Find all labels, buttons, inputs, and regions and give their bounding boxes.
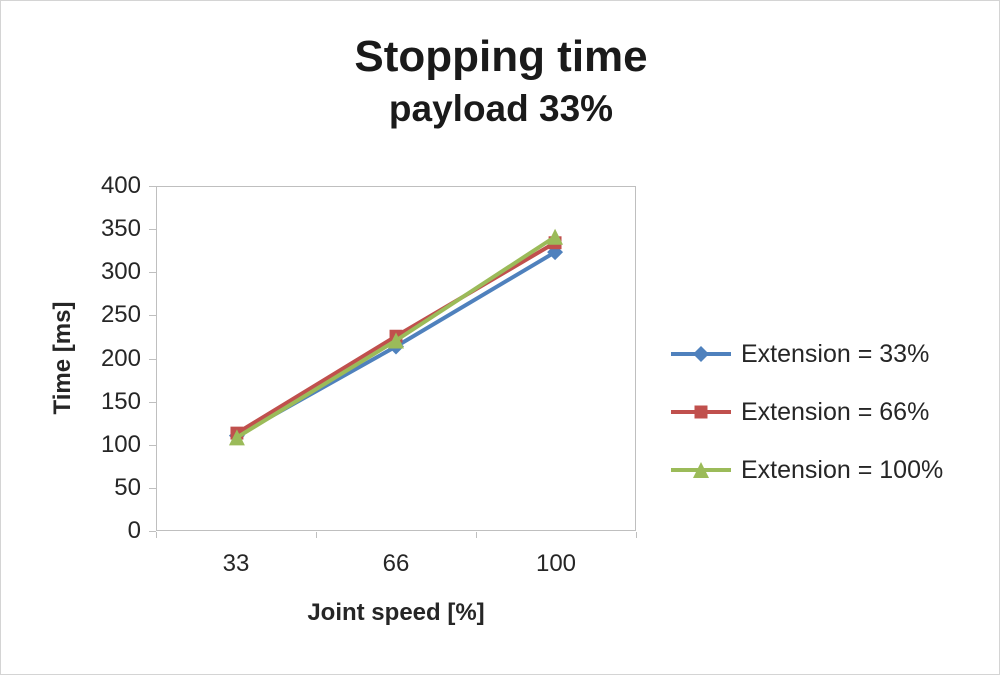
legend-item-2: Extension = 100% [669, 455, 943, 485]
y-tick-mark [149, 272, 156, 274]
y-tick-mark [149, 487, 156, 489]
y-tick-label: 50 [114, 473, 141, 501]
triangle-marker [693, 462, 709, 478]
legend-label: Extension = 100% [741, 455, 944, 484]
triangle-marker [228, 429, 245, 446]
y-tick-label: 350 [100, 215, 141, 243]
diamond-marker [693, 346, 709, 362]
legend-key-diamond-icon [671, 346, 731, 362]
y-tick-mark [149, 531, 156, 532]
legend-item-0: Extension = 33% [669, 339, 943, 369]
y-tick-label: 100 [100, 430, 141, 458]
legend: Extension = 33% Extension = 66% Extension … [669, 339, 943, 513]
triangle-marker [547, 228, 564, 245]
y-tick-mark [149, 358, 156, 360]
x-axis-title: Joint speed [%] [307, 599, 485, 626]
x-tick-mark [476, 532, 477, 538]
plot-area [156, 186, 636, 531]
y-tick-label: 200 [100, 344, 141, 372]
y-tick-label: 300 [100, 258, 141, 286]
chart-subtitle: payload 33% [388, 88, 614, 130]
x-tick-mark [316, 532, 317, 538]
x-tick-label: 100 [535, 550, 577, 577]
y-tick-mark [149, 186, 156, 187]
chart-title: Stopping time [354, 32, 648, 81]
y-tick-label: 250 [100, 301, 141, 329]
series-plot [228, 228, 564, 446]
x-tick-mark [636, 532, 637, 538]
legend-key-triangle-icon [671, 462, 731, 478]
legend-label: Extension = 66% [741, 397, 930, 426]
legend-key-square-icon [671, 405, 731, 419]
chart-title-block: Stopping time payload 33% [1, 32, 999, 130]
y-tick-mark [149, 444, 156, 446]
x-tick-mark [156, 532, 157, 538]
y-tick-mark [149, 401, 156, 403]
x-tick-label: 66 [382, 550, 410, 577]
legend-item-1: Extension = 66% [669, 397, 943, 427]
y-tick-label: 400 [100, 172, 141, 199]
y-tick-mark [149, 315, 156, 317]
x-tick-label: 33 [222, 550, 250, 577]
y-tick-label: 150 [100, 387, 141, 415]
square-marker [694, 405, 708, 419]
legend-label: Extension = 33% [741, 339, 930, 368]
y-tick-label: 0 [127, 517, 141, 544]
y-tick-mark [149, 229, 156, 231]
triangle-marker [388, 332, 404, 349]
